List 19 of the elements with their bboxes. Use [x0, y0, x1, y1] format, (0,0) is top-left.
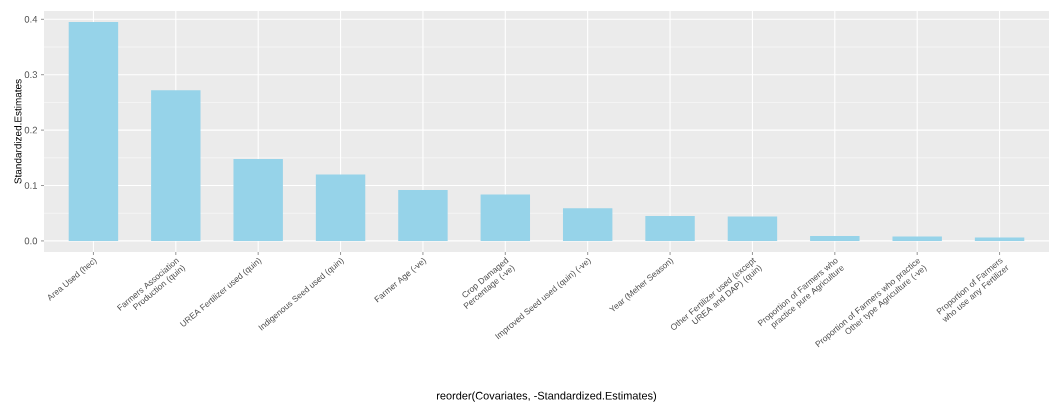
- bar: [315, 174, 366, 241]
- bar: [398, 189, 448, 241]
- bar: [68, 22, 119, 241]
- y-tick-label: 0.3: [24, 71, 38, 79]
- bar: [480, 194, 531, 241]
- bar: [727, 216, 778, 241]
- y-tick-label: 0.0: [24, 237, 38, 245]
- y-tick-label: 0.4: [24, 15, 38, 23]
- bar: [645, 215, 695, 241]
- bar: [892, 236, 942, 241]
- bar: [562, 208, 613, 241]
- x-axis-title: reorder(Covariates, -Standardized.Estimates): [436, 391, 657, 402]
- y-tick-label: 0.1: [24, 182, 38, 189]
- bar: [151, 90, 201, 241]
- y-tick-label: 0.2: [24, 126, 38, 134]
- y-axis-title: Standardized.Estimates: [14, 79, 22, 184]
- bar: [233, 158, 283, 241]
- bar: [974, 237, 1025, 241]
- bar: [810, 235, 860, 241]
